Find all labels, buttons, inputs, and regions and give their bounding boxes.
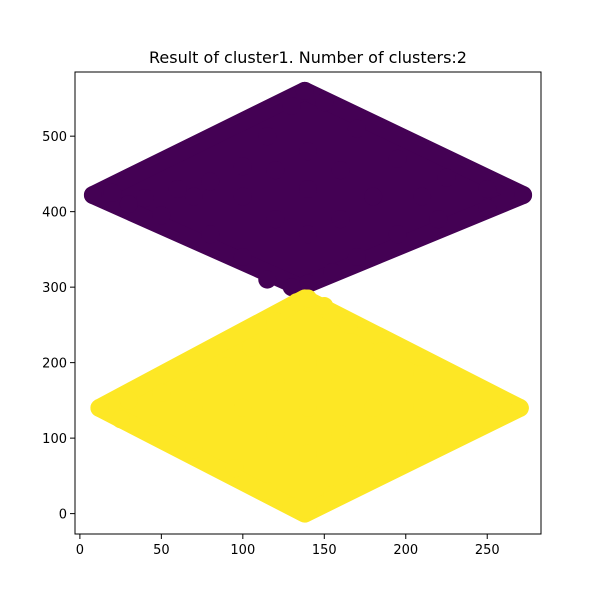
scatter-marks (83, 81, 533, 523)
cluster-1-point (217, 357, 236, 376)
cluster-1-point (258, 481, 277, 500)
cluster-1-point (372, 342, 391, 361)
cluster-0-point (388, 149, 407, 168)
cluster-0-point (478, 198, 497, 217)
cluster-0-point (266, 161, 285, 180)
cluster-0-point (201, 225, 220, 244)
cluster-1-point (184, 398, 203, 417)
cluster-0-point (184, 187, 203, 206)
cluster-1-point (144, 425, 163, 444)
cluster-0-point (429, 210, 448, 229)
cluster-1-point (478, 410, 497, 429)
cluster-0-point (258, 127, 277, 146)
cluster-0-point (331, 161, 350, 180)
cluster-1-point (111, 410, 130, 429)
cluster-0-point (282, 278, 301, 297)
cluster-0-point (299, 180, 317, 199)
cluster-1-point (413, 364, 432, 383)
cluster-1-point (299, 444, 317, 463)
cluster-1-point (119, 391, 138, 410)
cluster-0-point (413, 187, 432, 206)
cluster-0-point (233, 247, 252, 266)
cluster-0-point (136, 189, 155, 208)
cluster-0-point (437, 168, 456, 187)
chart-title: Result of cluster1. Number of clusters:2 (149, 48, 467, 67)
cluster-1-point (266, 425, 285, 444)
cluster-1-point (347, 466, 366, 485)
cluster-0-point (201, 172, 220, 191)
cluster-1-point (184, 440, 203, 459)
cluster-0-point (266, 210, 285, 229)
cluster-1-point (429, 425, 448, 444)
cluster-1-point (510, 398, 529, 417)
cluster-0-point (514, 186, 533, 205)
cluster-0-point (364, 187, 383, 206)
cluster-1-point (225, 459, 244, 478)
cluster-1-point (331, 372, 350, 391)
y-tick-label: 300 (42, 281, 67, 296)
cluster-1-point (184, 372, 203, 391)
cluster-1-point (461, 383, 480, 402)
cluster-0-point (295, 81, 314, 100)
cluster-1-point (315, 297, 334, 316)
cluster-0-point (152, 206, 171, 225)
cluster-0-point (233, 157, 252, 176)
cluster-1-point (364, 398, 383, 417)
cluster-0-point (388, 225, 407, 244)
cluster-1-point (331, 425, 350, 444)
cluster-0-point (299, 225, 317, 244)
cluster-1-point (299, 500, 317, 519)
y-tick-label: 100 (42, 432, 67, 447)
x-tick-label: 150 (312, 543, 337, 558)
cluster-0-point (478, 180, 497, 199)
cluster-1-point (241, 338, 260, 357)
cluster-1-point (413, 398, 432, 417)
cluster-1-point (266, 372, 285, 391)
cluster-0-point (233, 187, 252, 206)
cluster-1-point (299, 353, 317, 372)
x-tick-label: 0 (76, 543, 84, 558)
y-tick-label: 0 (59, 508, 67, 523)
cluster-0-point (299, 142, 317, 161)
cluster-0-point (282, 96, 301, 115)
cluster-0-point (258, 270, 277, 289)
cluster-1-point (323, 485, 342, 504)
cluster-1-point (339, 315, 358, 334)
y-tick-label: 400 (42, 206, 67, 221)
x-tick-label: 200 (393, 543, 418, 558)
cluster-0-point (347, 119, 366, 138)
y-tick-label: 200 (42, 357, 67, 372)
cluster-1-point (90, 398, 109, 417)
cluster-1-point (388, 444, 407, 463)
cluster-0-point (168, 180, 187, 199)
x-tick-label: 100 (230, 543, 255, 558)
cluster-0-point (347, 247, 366, 266)
x-tick-label: 50 (153, 543, 170, 558)
cluster-0-point (119, 195, 138, 214)
x-tick-label: 250 (475, 543, 500, 558)
cluster-0-point (323, 263, 342, 282)
plot-frame (74, 71, 542, 535)
cluster-1-point (299, 398, 317, 417)
cluster-0-point (315, 93, 334, 112)
cluster-0-point (331, 210, 350, 229)
axes: 0 50 100 150 200 250 0 100 200 300 400 500 (42, 130, 499, 558)
cluster-0-point (103, 183, 122, 202)
cluster-1-point (152, 383, 171, 402)
cluster-1-point (282, 497, 301, 516)
cluster-1-point (299, 289, 317, 308)
cluster-1-point (266, 312, 285, 331)
cluster-0-point (83, 186, 102, 205)
cluster-1-point (233, 398, 252, 417)
cluster-0-point (299, 274, 317, 293)
y-tick-label: 500 (42, 130, 67, 145)
